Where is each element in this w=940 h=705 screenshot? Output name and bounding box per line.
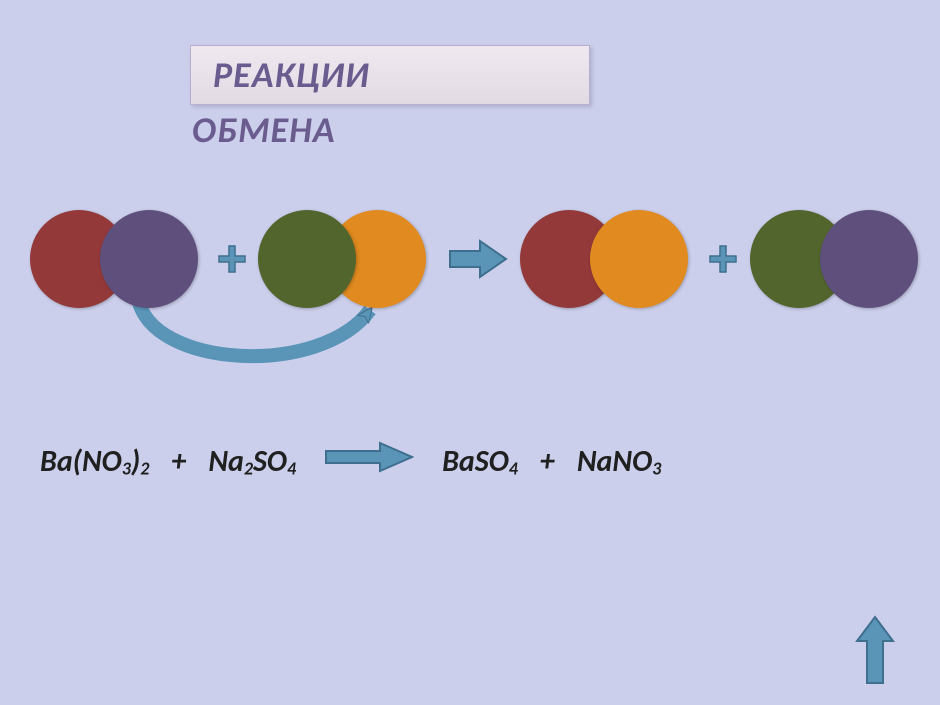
formula-text: BaSO4 <box>442 443 518 480</box>
plus-text: + <box>171 443 186 480</box>
subtitle-text: ОБМЕНА <box>192 108 336 152</box>
molecule-ball <box>258 210 356 308</box>
formula-text: Ba(NO3)2 <box>40 443 149 480</box>
title-text: РЕАКЦИИ <box>213 53 369 97</box>
formula-text: Na2SO4 <box>208 443 296 480</box>
title-box: РЕАКЦИИ <box>190 45 590 105</box>
equation-arrow-icon <box>324 440 414 483</box>
formula-text: NaNO3 <box>577 443 661 480</box>
reaction-arrow-icon <box>448 237 508 286</box>
molecule-ball <box>590 210 688 308</box>
plus-text: + <box>540 443 555 480</box>
molecule-ball <box>100 210 198 308</box>
up-arrow-icon[interactable] <box>855 615 895 690</box>
equation-row: Ba(NO3)2 + Na2SO4 BaSO4 + NaNO3 <box>40 440 661 483</box>
plus-icon <box>708 244 738 274</box>
molecule-ball <box>820 210 918 308</box>
reaction-diagram <box>30 210 930 390</box>
plus-icon <box>217 244 247 274</box>
